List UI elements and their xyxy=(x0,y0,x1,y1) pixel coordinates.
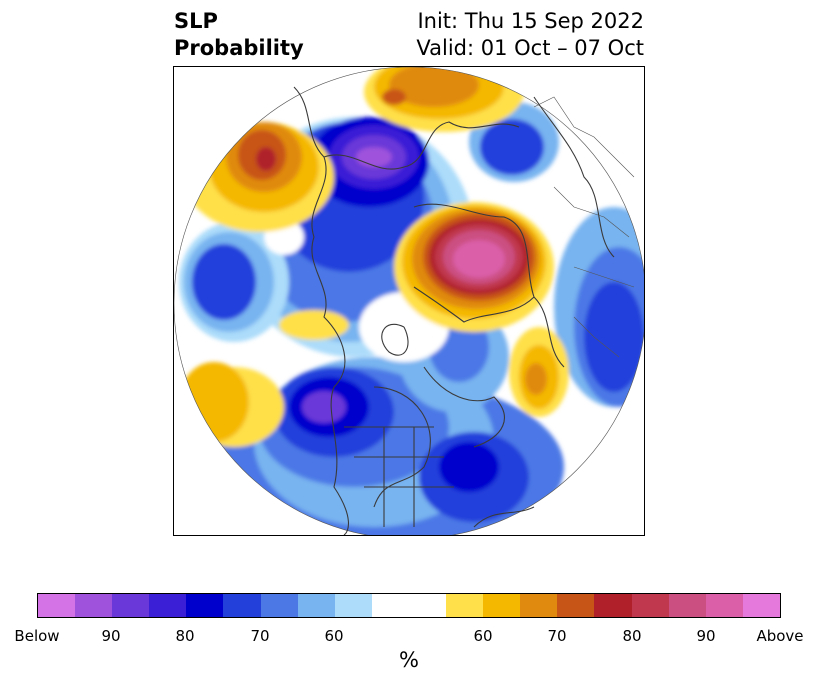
colorbar-segment-below xyxy=(297,594,335,617)
colorbar-segment-below xyxy=(38,594,76,617)
title-type: Probability xyxy=(174,36,304,60)
colorbar-segment-above xyxy=(520,594,558,617)
valid-range: Valid: 01 Oct – 07 Oct xyxy=(416,36,644,60)
colorbar-tick: 60 xyxy=(473,627,493,645)
chart-title: SLP Probability xyxy=(174,8,304,62)
below-normal-region xyxy=(356,147,392,167)
above-normal-region xyxy=(279,310,349,340)
colorbar-tick: Below xyxy=(14,627,60,645)
above-normal-region xyxy=(453,240,505,278)
colorbar-segment-above xyxy=(594,594,632,617)
below-normal-region xyxy=(480,119,544,175)
country-borders xyxy=(533,96,635,358)
below-normal-region xyxy=(439,442,499,492)
colorbar-tick: Above xyxy=(756,627,804,645)
colorbar-tick: 60 xyxy=(324,627,344,645)
colorbar-segment-above xyxy=(631,594,669,617)
colorbar-tick: 80 xyxy=(175,627,195,645)
probability-map-svg xyxy=(174,67,644,535)
colorbar-segment-below xyxy=(186,594,224,617)
colorbar xyxy=(37,593,781,618)
colorbar-segment-below xyxy=(260,594,298,617)
above-normal-region xyxy=(179,362,249,442)
colorbar-segment-below xyxy=(149,594,187,617)
colorbar-unit-label: % xyxy=(399,648,419,672)
forecast-dates: Init: Thu 15 Sep 2022 Valid: 01 Oct – 07… xyxy=(416,8,644,62)
colorbar-tick: 70 xyxy=(250,627,270,645)
colorbar-tick: 90 xyxy=(696,627,716,645)
above-normal-region xyxy=(389,67,479,107)
colorbar-segment-below xyxy=(75,594,113,617)
probability-field xyxy=(174,67,644,535)
init-date: Init: Thu 15 Sep 2022 xyxy=(417,9,644,33)
polar-map xyxy=(173,66,645,536)
below-normal-region xyxy=(584,282,644,392)
colorbar-segment-above xyxy=(557,594,595,617)
colorbar-segment-below xyxy=(334,594,372,617)
colorbar-segment-below xyxy=(112,594,150,617)
colorbar-segment-above xyxy=(668,594,706,617)
coastlines xyxy=(293,86,615,535)
title-variable: SLP xyxy=(174,9,218,33)
colorbar-segment-above xyxy=(705,594,743,617)
colorbar-segment-above xyxy=(483,594,521,617)
above-normal-region xyxy=(256,147,276,171)
colorbar-segment-above xyxy=(742,594,780,617)
below-normal-region xyxy=(302,391,346,423)
above-normal-region xyxy=(382,89,406,105)
colorbar-tick: 80 xyxy=(622,627,642,645)
colorbar-segment-neutral xyxy=(371,594,447,617)
below-normal-region xyxy=(192,244,256,320)
colorbar-segment-above xyxy=(446,594,484,617)
above-normal-region xyxy=(525,363,547,395)
colorbar-segment-below xyxy=(223,594,261,617)
colorbar-tick: 90 xyxy=(101,627,121,645)
colorbar-tick: 70 xyxy=(547,627,567,645)
